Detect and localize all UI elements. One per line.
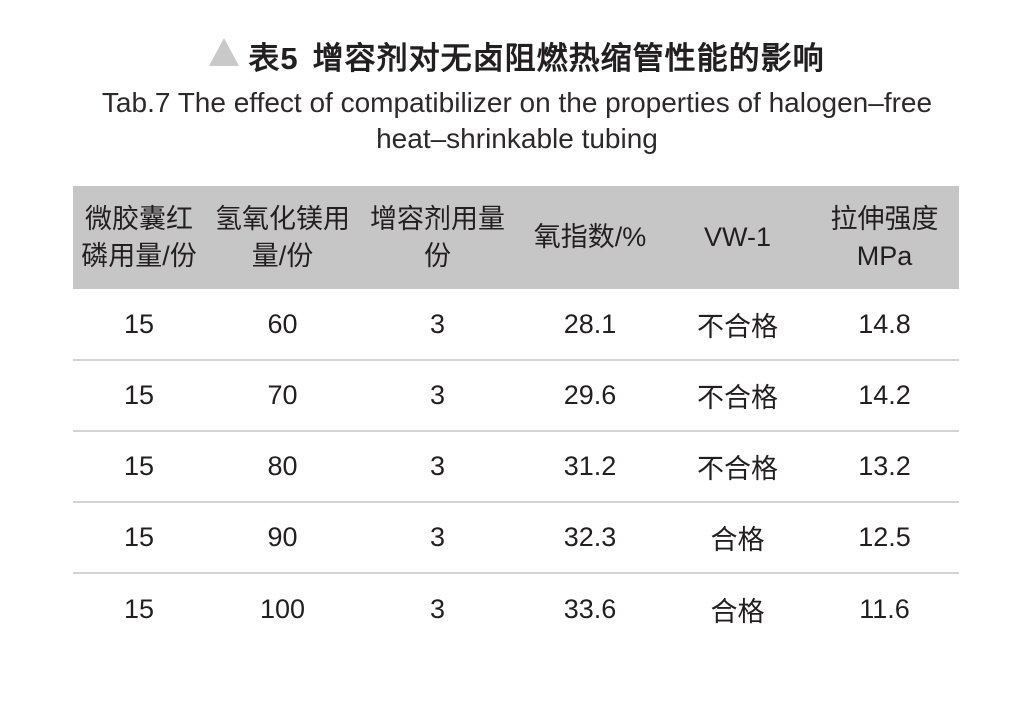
table-title-zh: 表5 增容剂对无卤阻燃热缩管性能的影响 <box>248 33 824 78</box>
table-caption: 表5 增容剂对无卤阻燃热缩管性能的影响 <box>0 0 1034 78</box>
header-line: 量/份 <box>251 240 314 271</box>
header-line: MPa <box>856 240 913 271</box>
table-cell: 14.2 <box>810 360 959 432</box>
header-line: 增容剂用量 <box>370 203 505 234</box>
header-line: 磷用量/份 <box>81 240 197 271</box>
header-line: VW-1 <box>703 222 771 252</box>
table-cell: 11.6 <box>859 593 910 624</box>
table-cell: 3 <box>360 289 515 361</box>
table-cell: 不合格 <box>665 431 810 503</box>
table-title-zh-text: 增容剂对无卤阻燃热缩管性能的影响 <box>312 41 825 76</box>
table-cell: 15 <box>73 502 205 574</box>
column-header-oxygen-index: 氧指数/% <box>515 186 665 289</box>
header-line: 氧指数/% <box>533 222 647 252</box>
table-cell: 70 <box>205 360 360 432</box>
table-row: 15 70 3 29.6 不合格 14.2 <box>73 360 959 432</box>
table-cell: 28.1 <box>515 289 665 361</box>
table-cell: 3 <box>429 593 446 624</box>
table-cell: 合格 <box>710 596 765 627</box>
table-cell: 3 <box>360 360 515 432</box>
table-cell: 3 <box>360 431 515 503</box>
table-cell: 100 <box>259 593 306 624</box>
header-line: 微胶囊红 <box>85 203 193 234</box>
table-cell: 90 <box>205 502 360 574</box>
properties-table: 微胶囊红 磷用量/份 氢氧化镁用 量/份 增容剂用量 份 氧指数/% <box>73 186 959 644</box>
header-line: 氢氧化镁用 <box>215 203 350 234</box>
column-header-tensile-strength: 拉伸强度 MPa <box>810 186 959 289</box>
table-cell: 15 <box>73 360 205 432</box>
table-cell: 29.6 <box>515 360 665 432</box>
table-cell: 15 <box>73 431 205 503</box>
table-title-en-line1: Tab.7 The effect of compatibilizer on th… <box>101 87 933 118</box>
header-line: 份 <box>424 240 451 271</box>
header-line: 拉伸强度 <box>830 203 939 234</box>
column-header-vw1: VW-1 <box>665 186 810 289</box>
table-cell: 不合格 <box>665 289 810 361</box>
table-number-label: 表5 <box>248 41 299 76</box>
table-row: 15 60 3 28.1 不合格 14.8 <box>73 289 959 361</box>
table-cell: 31.2 <box>515 431 665 503</box>
table-cell: 15 <box>73 289 205 361</box>
column-header-red-phosphorus: 微胶囊红 磷用量/份 <box>73 186 205 289</box>
table-cell: 12.5 <box>810 502 959 574</box>
table-cell: 33.6 <box>563 593 617 624</box>
properties-table-wrapper: 微胶囊红 磷用量/份 氢氧化镁用 量/份 增容剂用量 份 氧指数/% <box>73 186 959 644</box>
table-row: 15 100 3 33.6 合格 11.6 <box>73 573 959 644</box>
table-cell: 13.2 <box>810 431 959 503</box>
table-cell: 80 <box>205 431 360 503</box>
table-row: 15 80 3 31.2 不合格 13.2 <box>73 431 959 503</box>
table-cell: 60 <box>205 289 360 361</box>
table-cell: 15 <box>123 593 155 624</box>
table-cell: 32.3 <box>515 502 665 574</box>
table-cell: 3 <box>360 502 515 574</box>
column-header-magnesium-hydroxide: 氢氧化镁用 量/份 <box>205 186 360 289</box>
column-header-compatibilizer: 增容剂用量 份 <box>360 186 515 289</box>
header-row: 微胶囊红 磷用量/份 氢氧化镁用 量/份 增容剂用量 份 氧指数/% <box>73 186 959 289</box>
triangle-up-icon <box>209 37 240 66</box>
table-cell: 14.8 <box>810 289 959 361</box>
table-cell: 不合格 <box>665 360 810 432</box>
table-title-en-line2: heat–shrinkable tubing <box>376 123 658 154</box>
table-title-en: Tab.7 The effect of compatibilizer on th… <box>0 85 1034 157</box>
table-cell: 合格 <box>665 502 810 574</box>
table-row: 15 90 3 32.3 合格 12.5 <box>73 502 959 574</box>
